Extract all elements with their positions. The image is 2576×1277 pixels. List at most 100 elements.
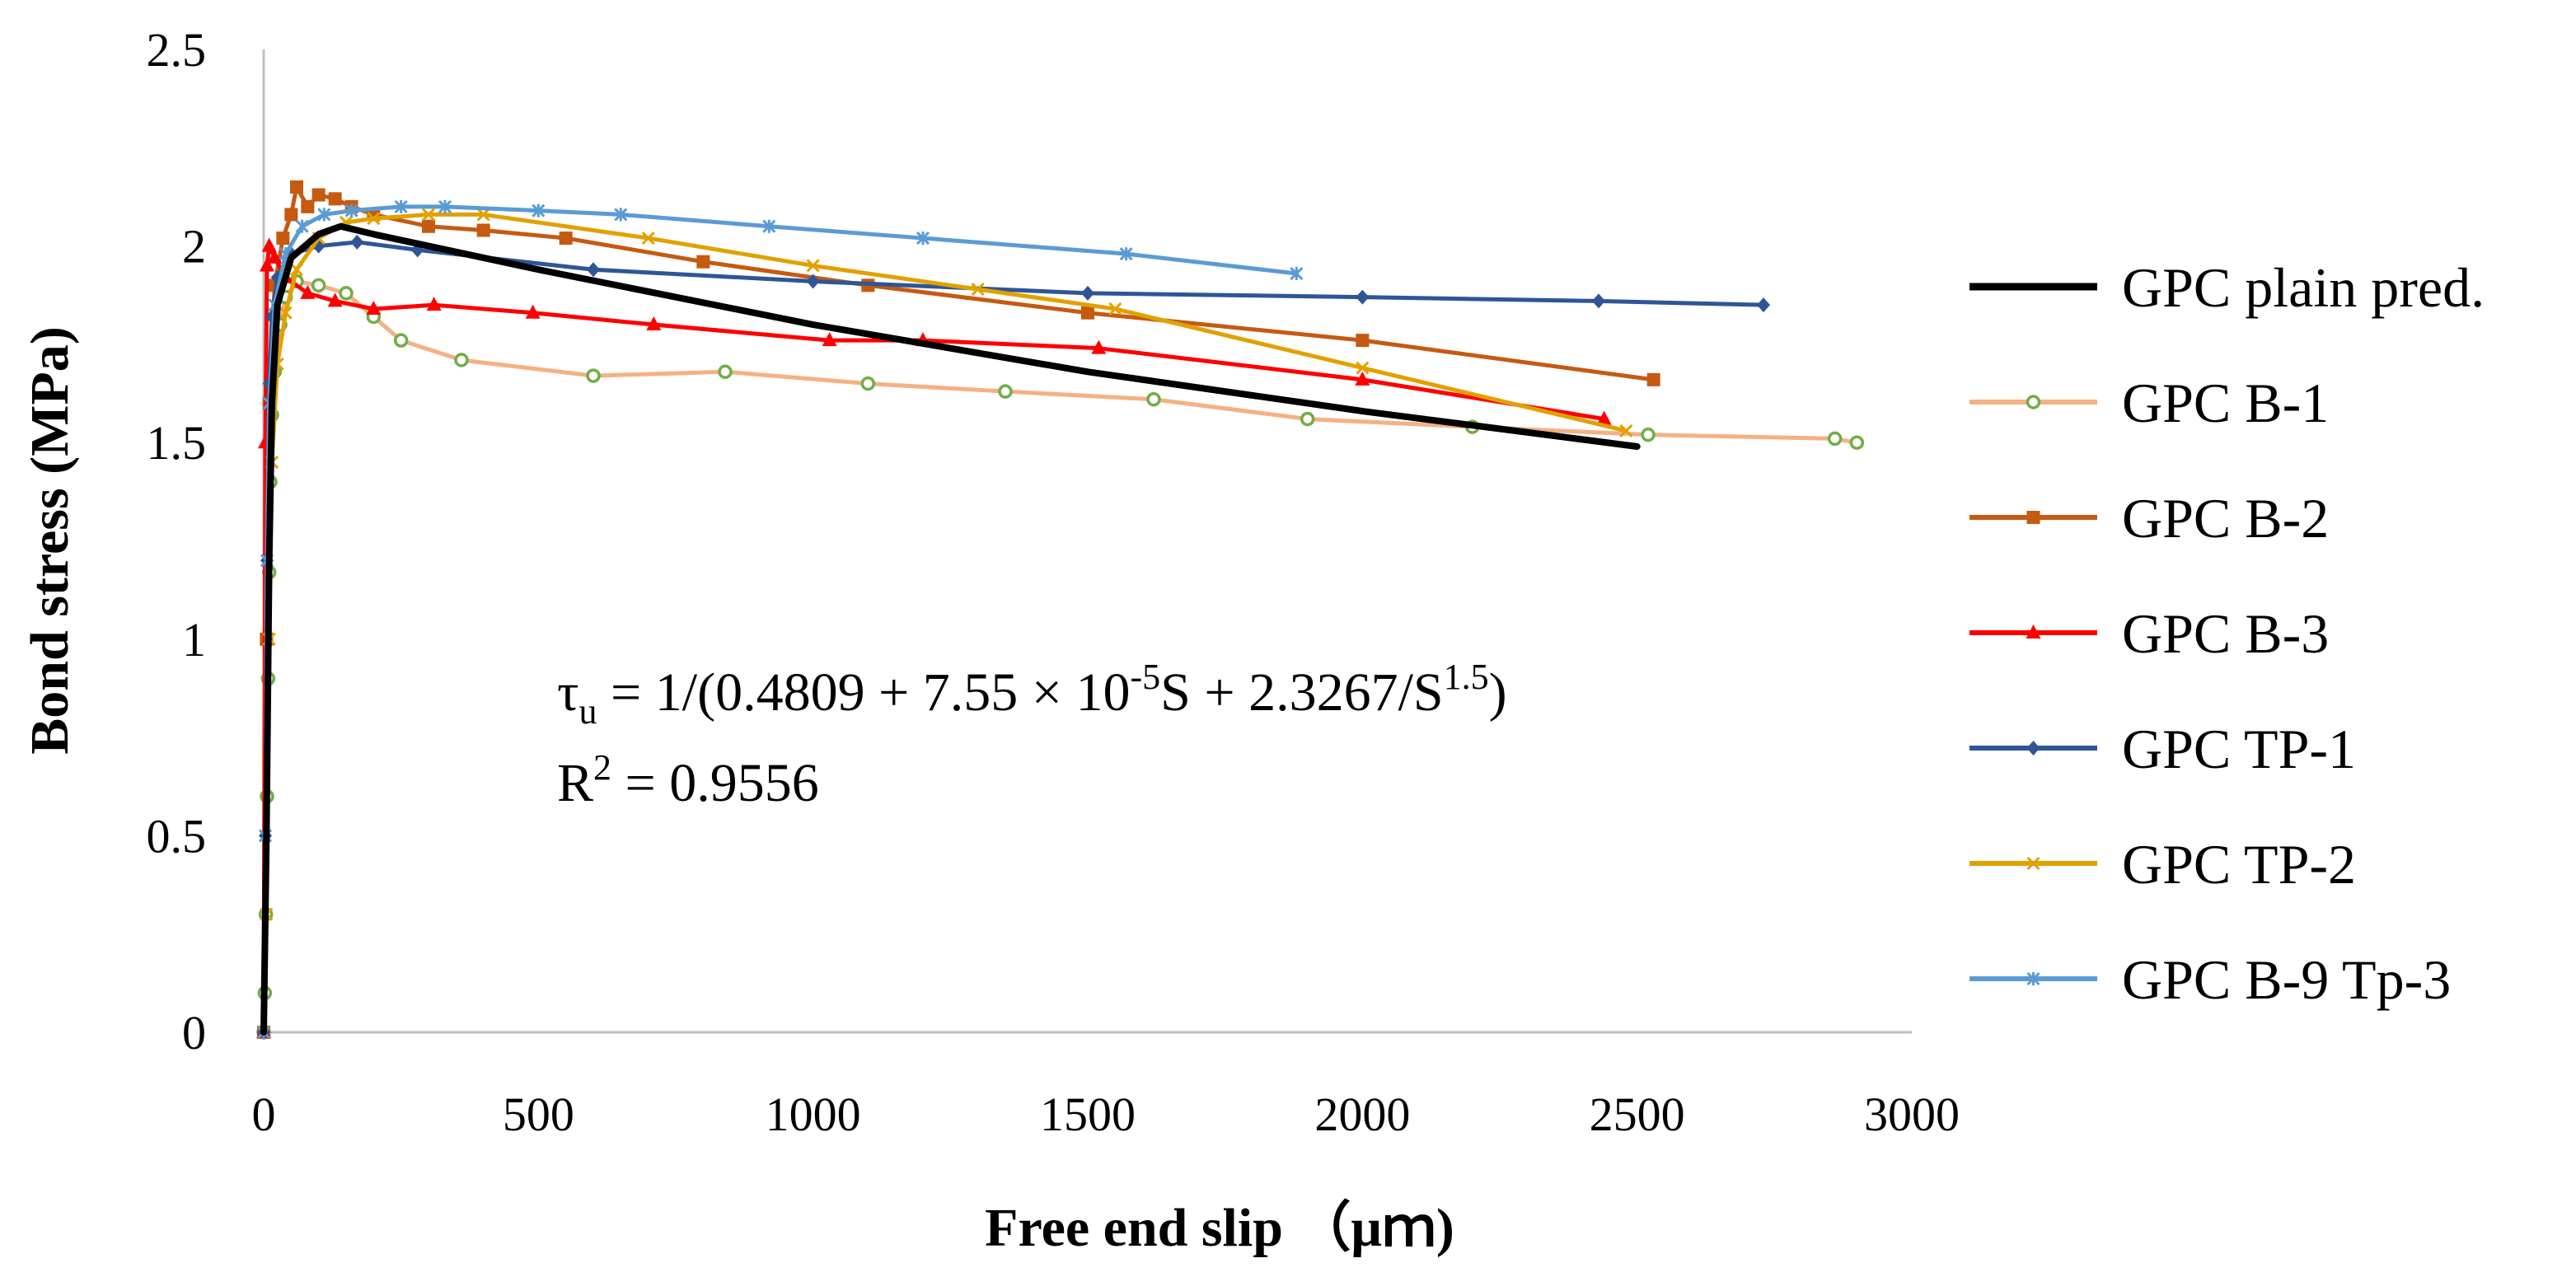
data-point bbox=[822, 332, 837, 347]
data-point bbox=[1827, 431, 1843, 447]
data-point bbox=[806, 259, 820, 273]
data-point bbox=[587, 262, 600, 278]
x-tick-label: 1000 bbox=[766, 1088, 861, 1141]
series-line bbox=[261, 212, 1628, 1035]
legend-label: GPC B-2 bbox=[2122, 487, 2329, 550]
data-point bbox=[532, 203, 546, 218]
series-6 bbox=[256, 199, 1304, 1040]
data-point bbox=[586, 368, 601, 383]
legend: GPC plain pred. GPC B-1 GPC B-2 GPC B-3 GPC … bbox=[1969, 256, 2485, 1011]
data-point bbox=[860, 376, 876, 391]
data-point bbox=[426, 297, 442, 311]
data-point bbox=[1300, 411, 1315, 427]
y-axis-title: Bond stress (MPa) bbox=[20, 326, 80, 754]
y-tick-label: 1 bbox=[182, 613, 206, 667]
regression-equation: τu = 1/(0.4809 + 7.55 × 10-5S + 2.3267/S… bbox=[557, 657, 1507, 732]
eq-part2: S + 2.3267/S bbox=[1160, 662, 1443, 723]
data-point bbox=[339, 286, 354, 301]
legend-item: GPC B-2 bbox=[1969, 487, 2329, 550]
data-point bbox=[476, 223, 490, 237]
data-point bbox=[1290, 266, 1304, 281]
data-point bbox=[1757, 297, 1770, 313]
data-point bbox=[1119, 247, 1133, 261]
x-tick-label: 3000 bbox=[1864, 1088, 1960, 1141]
data-point bbox=[1849, 435, 1865, 450]
data-point bbox=[311, 188, 326, 202]
y-tick-label: 0 bbox=[182, 1006, 206, 1059]
data-point bbox=[916, 231, 930, 246]
legend-label: GPC B-3 bbox=[2122, 602, 2329, 665]
data-point bbox=[646, 316, 662, 331]
series-5 bbox=[256, 208, 1633, 1040]
data-point bbox=[327, 292, 343, 307]
x-tick-label: 2500 bbox=[1590, 1088, 1685, 1141]
data-point bbox=[422, 219, 435, 233]
data-point bbox=[1091, 339, 1107, 354]
data-point bbox=[261, 237, 277, 252]
r-squared: R2 = 0.9556 bbox=[557, 747, 819, 813]
legend-label: GPC TP-2 bbox=[2122, 833, 2356, 896]
data-point bbox=[311, 278, 326, 293]
legend-label: GPC TP-1 bbox=[2122, 718, 2356, 780]
r2-prefix: R bbox=[557, 753, 593, 813]
x-tick-label: 500 bbox=[503, 1088, 574, 1141]
eq-tau: τ bbox=[557, 662, 579, 723]
eq-part1: = 1/(0.4809 + 7.55 × 10 bbox=[597, 662, 1131, 723]
data-point bbox=[806, 274, 820, 289]
x-axis-title: Free end slip （μｍ) bbox=[985, 1197, 1454, 1258]
series-4 bbox=[257, 234, 1770, 1040]
series-0 bbox=[260, 222, 1641, 1036]
y-tick-label: 2 bbox=[182, 220, 206, 274]
data-point bbox=[267, 249, 283, 264]
data-point bbox=[295, 219, 309, 233]
x-tick-label: 1500 bbox=[1040, 1088, 1136, 1141]
legend-marker bbox=[2026, 741, 2040, 755]
legend-marker bbox=[2026, 856, 2040, 871]
eq-exp1: -5 bbox=[1131, 657, 1161, 697]
data-point bbox=[344, 203, 358, 218]
legend-marker bbox=[2026, 395, 2041, 409]
legend-label: GPC B-1 bbox=[2122, 372, 2329, 434]
data-point bbox=[1596, 410, 1612, 425]
legend-item: GPC TP-1 bbox=[1969, 718, 2356, 780]
legend-item: GPC TP-2 bbox=[1969, 833, 2356, 896]
data-point bbox=[971, 283, 985, 297]
data-point bbox=[614, 208, 628, 222]
series-3 bbox=[256, 237, 1612, 1038]
y-tick-label: 1.5 bbox=[147, 416, 207, 470]
r2-value: = 0.9556 bbox=[611, 753, 819, 813]
data-point bbox=[366, 300, 382, 315]
data-point bbox=[300, 284, 316, 299]
legend-item: GPC B-9 Tp-3 bbox=[1969, 948, 2451, 1011]
data-point bbox=[1356, 289, 1370, 305]
series-1 bbox=[256, 274, 1865, 1040]
data-point bbox=[696, 255, 710, 269]
r2-sup: 2 bbox=[593, 747, 611, 788]
data-point bbox=[1355, 371, 1370, 386]
data-point bbox=[1146, 391, 1161, 407]
data-point bbox=[276, 232, 290, 246]
data-point bbox=[559, 232, 573, 246]
data-point bbox=[393, 333, 409, 348]
data-point bbox=[1356, 334, 1370, 348]
y-tick-label: 0.5 bbox=[147, 809, 207, 863]
data-point bbox=[1108, 302, 1122, 316]
data-point bbox=[394, 199, 408, 213]
eq-tau-sub: u bbox=[579, 691, 597, 732]
series-line bbox=[260, 222, 1641, 1036]
series-line bbox=[261, 204, 1299, 1035]
data-point bbox=[350, 234, 364, 250]
data-point bbox=[289, 263, 304, 277]
data-point bbox=[718, 364, 733, 380]
data-point bbox=[998, 384, 1013, 399]
data-point bbox=[476, 208, 490, 222]
data-point bbox=[1646, 372, 1660, 386]
data-point bbox=[1592, 293, 1605, 309]
data-point bbox=[525, 304, 541, 319]
legend-label: GPC B-9 Tp-3 bbox=[2122, 948, 2451, 1011]
y-tick-label: 2.5 bbox=[147, 23, 207, 77]
data-point bbox=[1356, 361, 1370, 375]
data-point bbox=[279, 306, 293, 320]
legend-item: GPC plain pred. bbox=[1969, 256, 2485, 319]
